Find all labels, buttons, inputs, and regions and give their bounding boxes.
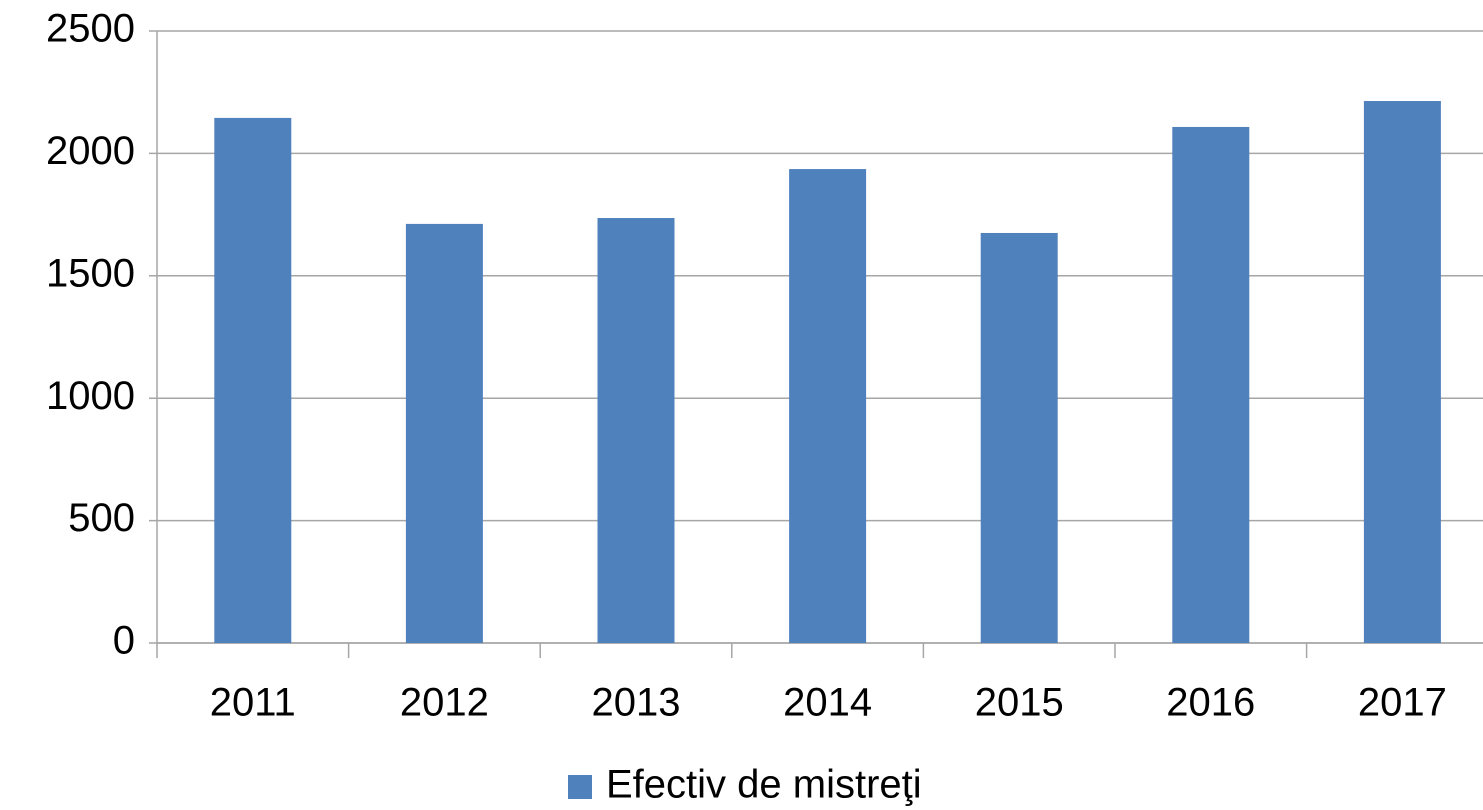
y-tick-label: 0 bbox=[113, 619, 135, 663]
bar bbox=[1172, 126, 1250, 643]
x-tick-label: 2012 bbox=[400, 681, 489, 725]
x-tick-label: 2017 bbox=[1358, 681, 1447, 725]
y-tick-label: 2500 bbox=[46, 7, 135, 51]
legend-swatch bbox=[568, 775, 592, 799]
y-tick-label: 1000 bbox=[46, 374, 135, 418]
x-tick-label: 2011 bbox=[210, 681, 296, 725]
x-tick-label: 2015 bbox=[975, 681, 1064, 725]
bar bbox=[405, 223, 483, 643]
bar bbox=[214, 117, 292, 644]
y-tick-label: 1500 bbox=[46, 251, 135, 295]
y-tick-label: 500 bbox=[68, 496, 135, 540]
y-tick-label: 2000 bbox=[46, 129, 135, 173]
bar bbox=[1363, 101, 1441, 643]
bar bbox=[597, 218, 675, 643]
bar bbox=[789, 169, 867, 643]
x-tick-label: 2013 bbox=[592, 681, 681, 725]
bar bbox=[980, 232, 1058, 643]
legend-label: Efectiv de mistreţi bbox=[606, 763, 922, 807]
x-tick-label: 2014 bbox=[783, 681, 872, 725]
x-tick-label: 2016 bbox=[1166, 681, 1255, 725]
